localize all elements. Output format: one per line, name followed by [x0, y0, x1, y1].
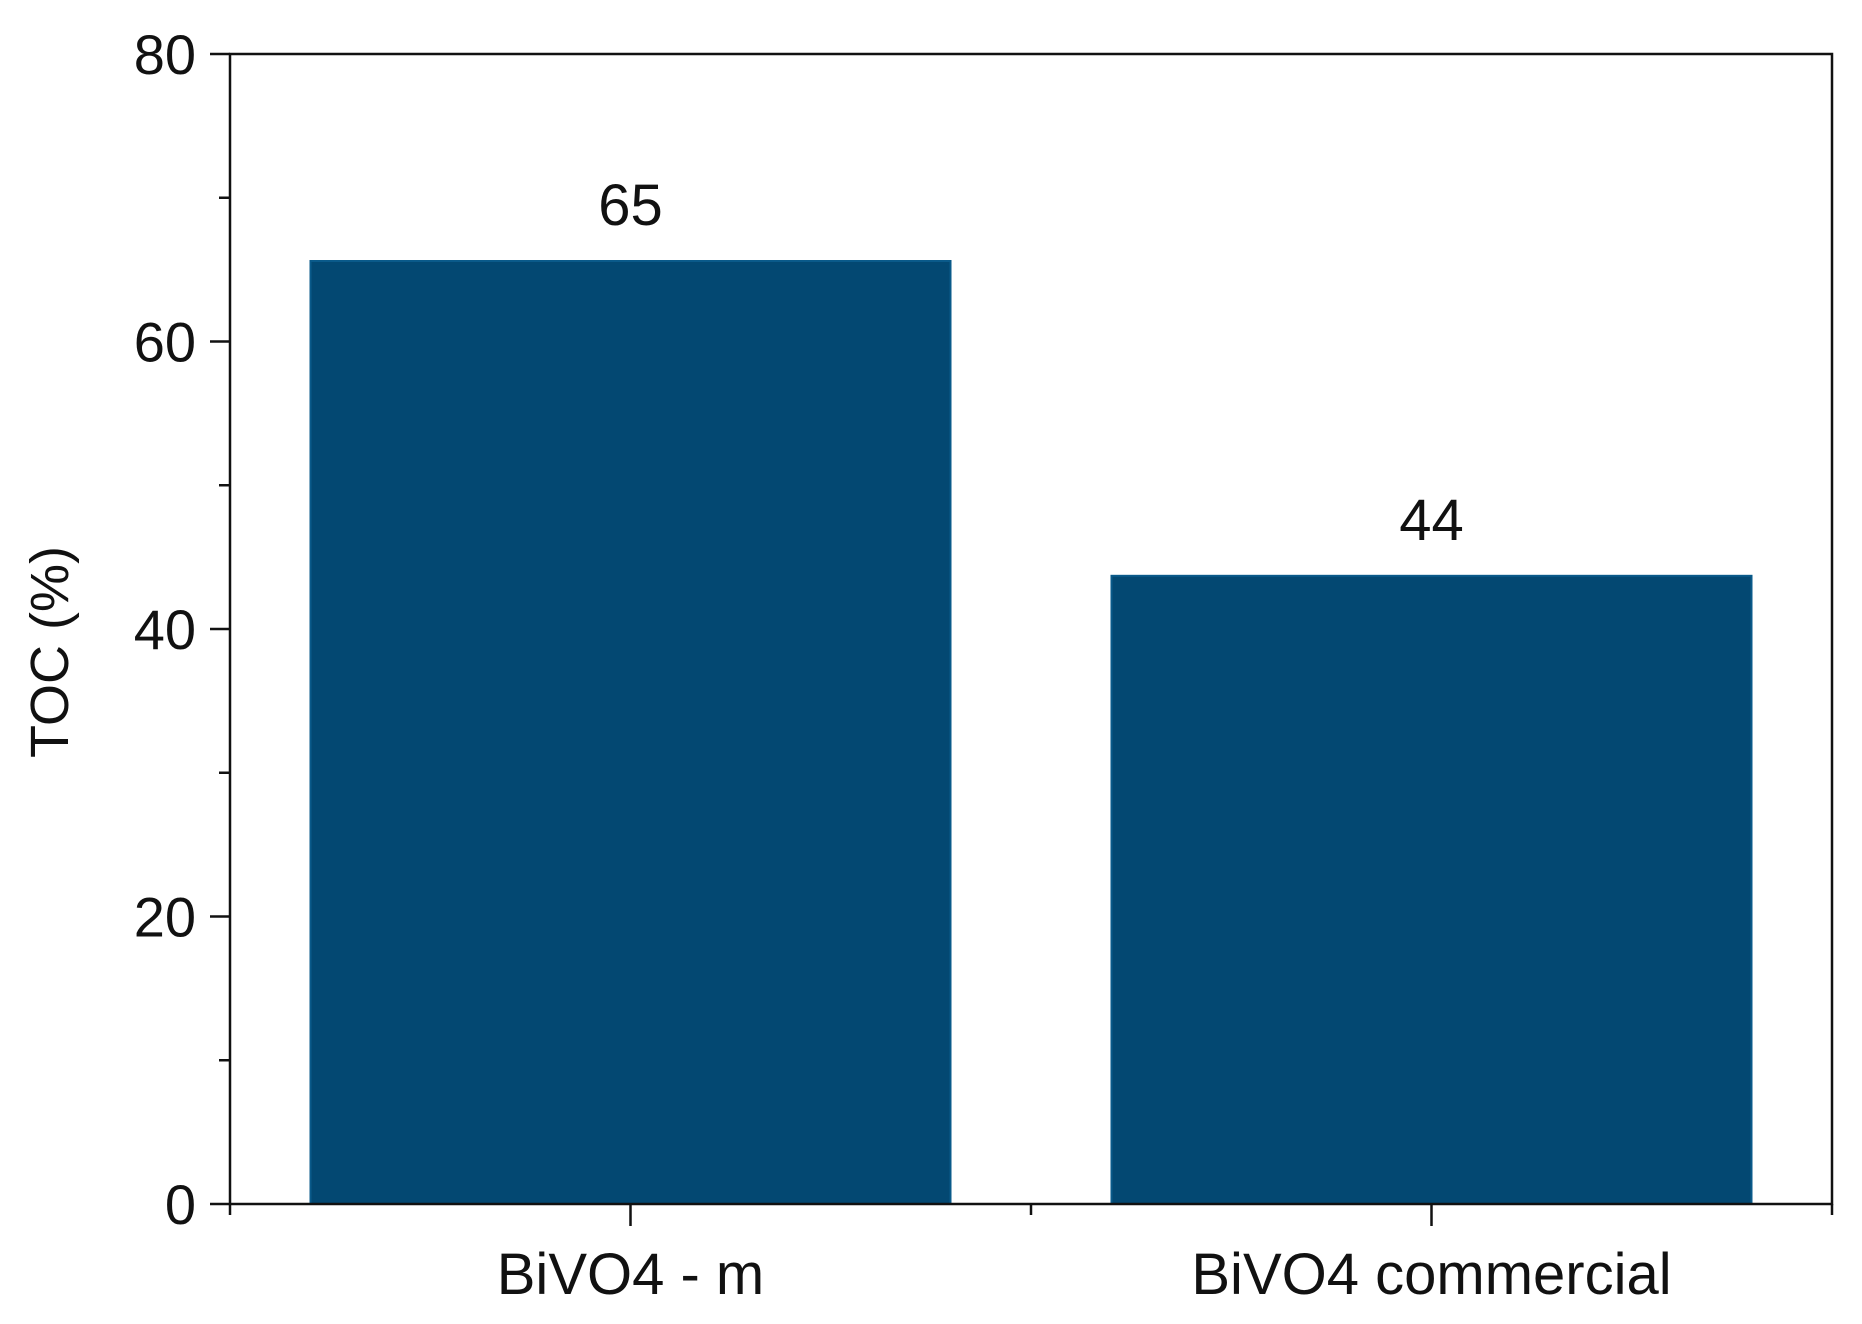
- bar-0: [309, 260, 952, 1205]
- y-tick-label: 20: [134, 886, 196, 949]
- y-tick-label: 0: [165, 1173, 196, 1236]
- data-label-1: 44: [1399, 488, 1464, 553]
- y-tick-label: 60: [134, 311, 196, 374]
- bar-1: [1110, 574, 1753, 1205]
- y-axis: 0 20 40 60 80: [134, 23, 230, 1236]
- x-tick-label-0: BiVO4 - m: [497, 1242, 765, 1307]
- y-tick-label: 40: [134, 598, 196, 661]
- data-label-0: 65: [598, 173, 663, 238]
- x-tick-label-1: BiVO4 commercial: [1191, 1242, 1671, 1307]
- bars-layer: [309, 260, 1753, 1205]
- data-labels: 65 44: [598, 173, 1464, 553]
- y-axis-title: TOC (%): [20, 546, 80, 758]
- x-axis: BiVO4 - m BiVO4 commercial: [228, 1204, 1834, 1307]
- y-tick-label: 80: [134, 23, 196, 86]
